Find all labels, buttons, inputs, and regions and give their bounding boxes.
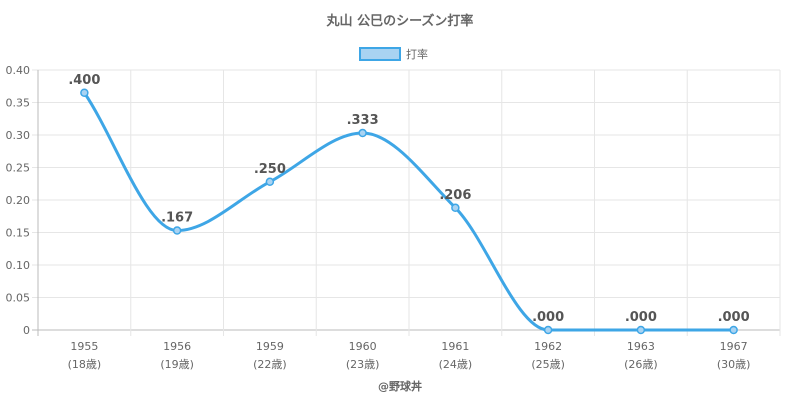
x-tick-age-label: (24歳) — [439, 358, 473, 371]
y-tick-label: 0.25 — [6, 162, 31, 175]
x-tick-age-label: (23歳) — [346, 358, 380, 371]
data-label: .206 — [439, 188, 471, 203]
chart-title: 丸山 公巳のシーズン打率 — [326, 13, 474, 29]
data-label: .400 — [68, 73, 100, 88]
data-label: .167 — [161, 211, 193, 226]
data-labels: .400 .167 .250 .333 .206 .000 .000 .000 — [68, 73, 749, 325]
y-tick-label: 0.40 — [6, 64, 31, 77]
grid — [32, 69, 781, 336]
x-tick-label: 1960 — [349, 340, 377, 353]
x-tick-label: 1955 — [70, 340, 98, 353]
data-point[interactable] — [265, 177, 275, 187]
site-credit: @野球丼 — [378, 379, 422, 393]
x-tick-label: 1961 — [441, 340, 469, 353]
data-point[interactable] — [172, 226, 182, 235]
data-point[interactable] — [451, 203, 460, 213]
y-tick-label: 0 — [23, 324, 30, 337]
x-tick-label: 1959 — [256, 340, 284, 353]
data-label: .000 — [532, 310, 564, 325]
x-tick-age-label: (19歳) — [160, 358, 194, 371]
data-label: .250 — [254, 162, 286, 177]
legend-label: 打率 — [406, 47, 428, 61]
y-tick-label: 0.05 — [6, 292, 31, 305]
x-tick-age-label: (22歳) — [253, 358, 287, 371]
data-points — [80, 88, 738, 335]
x-tick-age-label: (26歳) — [624, 358, 658, 371]
y-tick-label: 0.20 — [6, 194, 31, 207]
y-axis: 0 0.05 0.10 0.15 0.20 0.25 0.30 0.35 0.40 — [6, 64, 31, 337]
data-point[interactable] — [636, 325, 646, 335]
data-point[interactable] — [358, 128, 367, 138]
y-tick-label: 0.30 — [6, 129, 31, 142]
x-tick-label: 1956 — [163, 340, 191, 353]
x-tick-age-label: (18歳) — [68, 358, 102, 371]
x-tick-label: 1967 — [720, 340, 748, 353]
y-tick-label: 0.35 — [6, 97, 31, 110]
x-tick-label: 1963 — [627, 340, 655, 353]
data-label: .000 — [625, 310, 657, 325]
legend[interactable]: 打率 — [359, 47, 428, 61]
x-tick-label: 1962 — [534, 340, 562, 353]
legend-swatch — [359, 47, 401, 61]
data-label: .333 — [347, 113, 379, 128]
data-point[interactable] — [543, 325, 553, 335]
y-tick-label: 0.10 — [6, 259, 31, 272]
data-label: .000 — [718, 310, 750, 325]
data-point[interactable] — [729, 325, 738, 335]
y-tick-label: 0.15 — [6, 227, 31, 240]
data-point[interactable] — [80, 88, 89, 97]
x-tick-age-label: (30歳) — [717, 358, 751, 371]
x-tick-age-label: (25歳) — [531, 358, 565, 371]
x-axis: 1955 (18歳) 1956 (19歳) 1959 (22歳) 1960 (23歳) 1961… — [68, 340, 751, 371]
